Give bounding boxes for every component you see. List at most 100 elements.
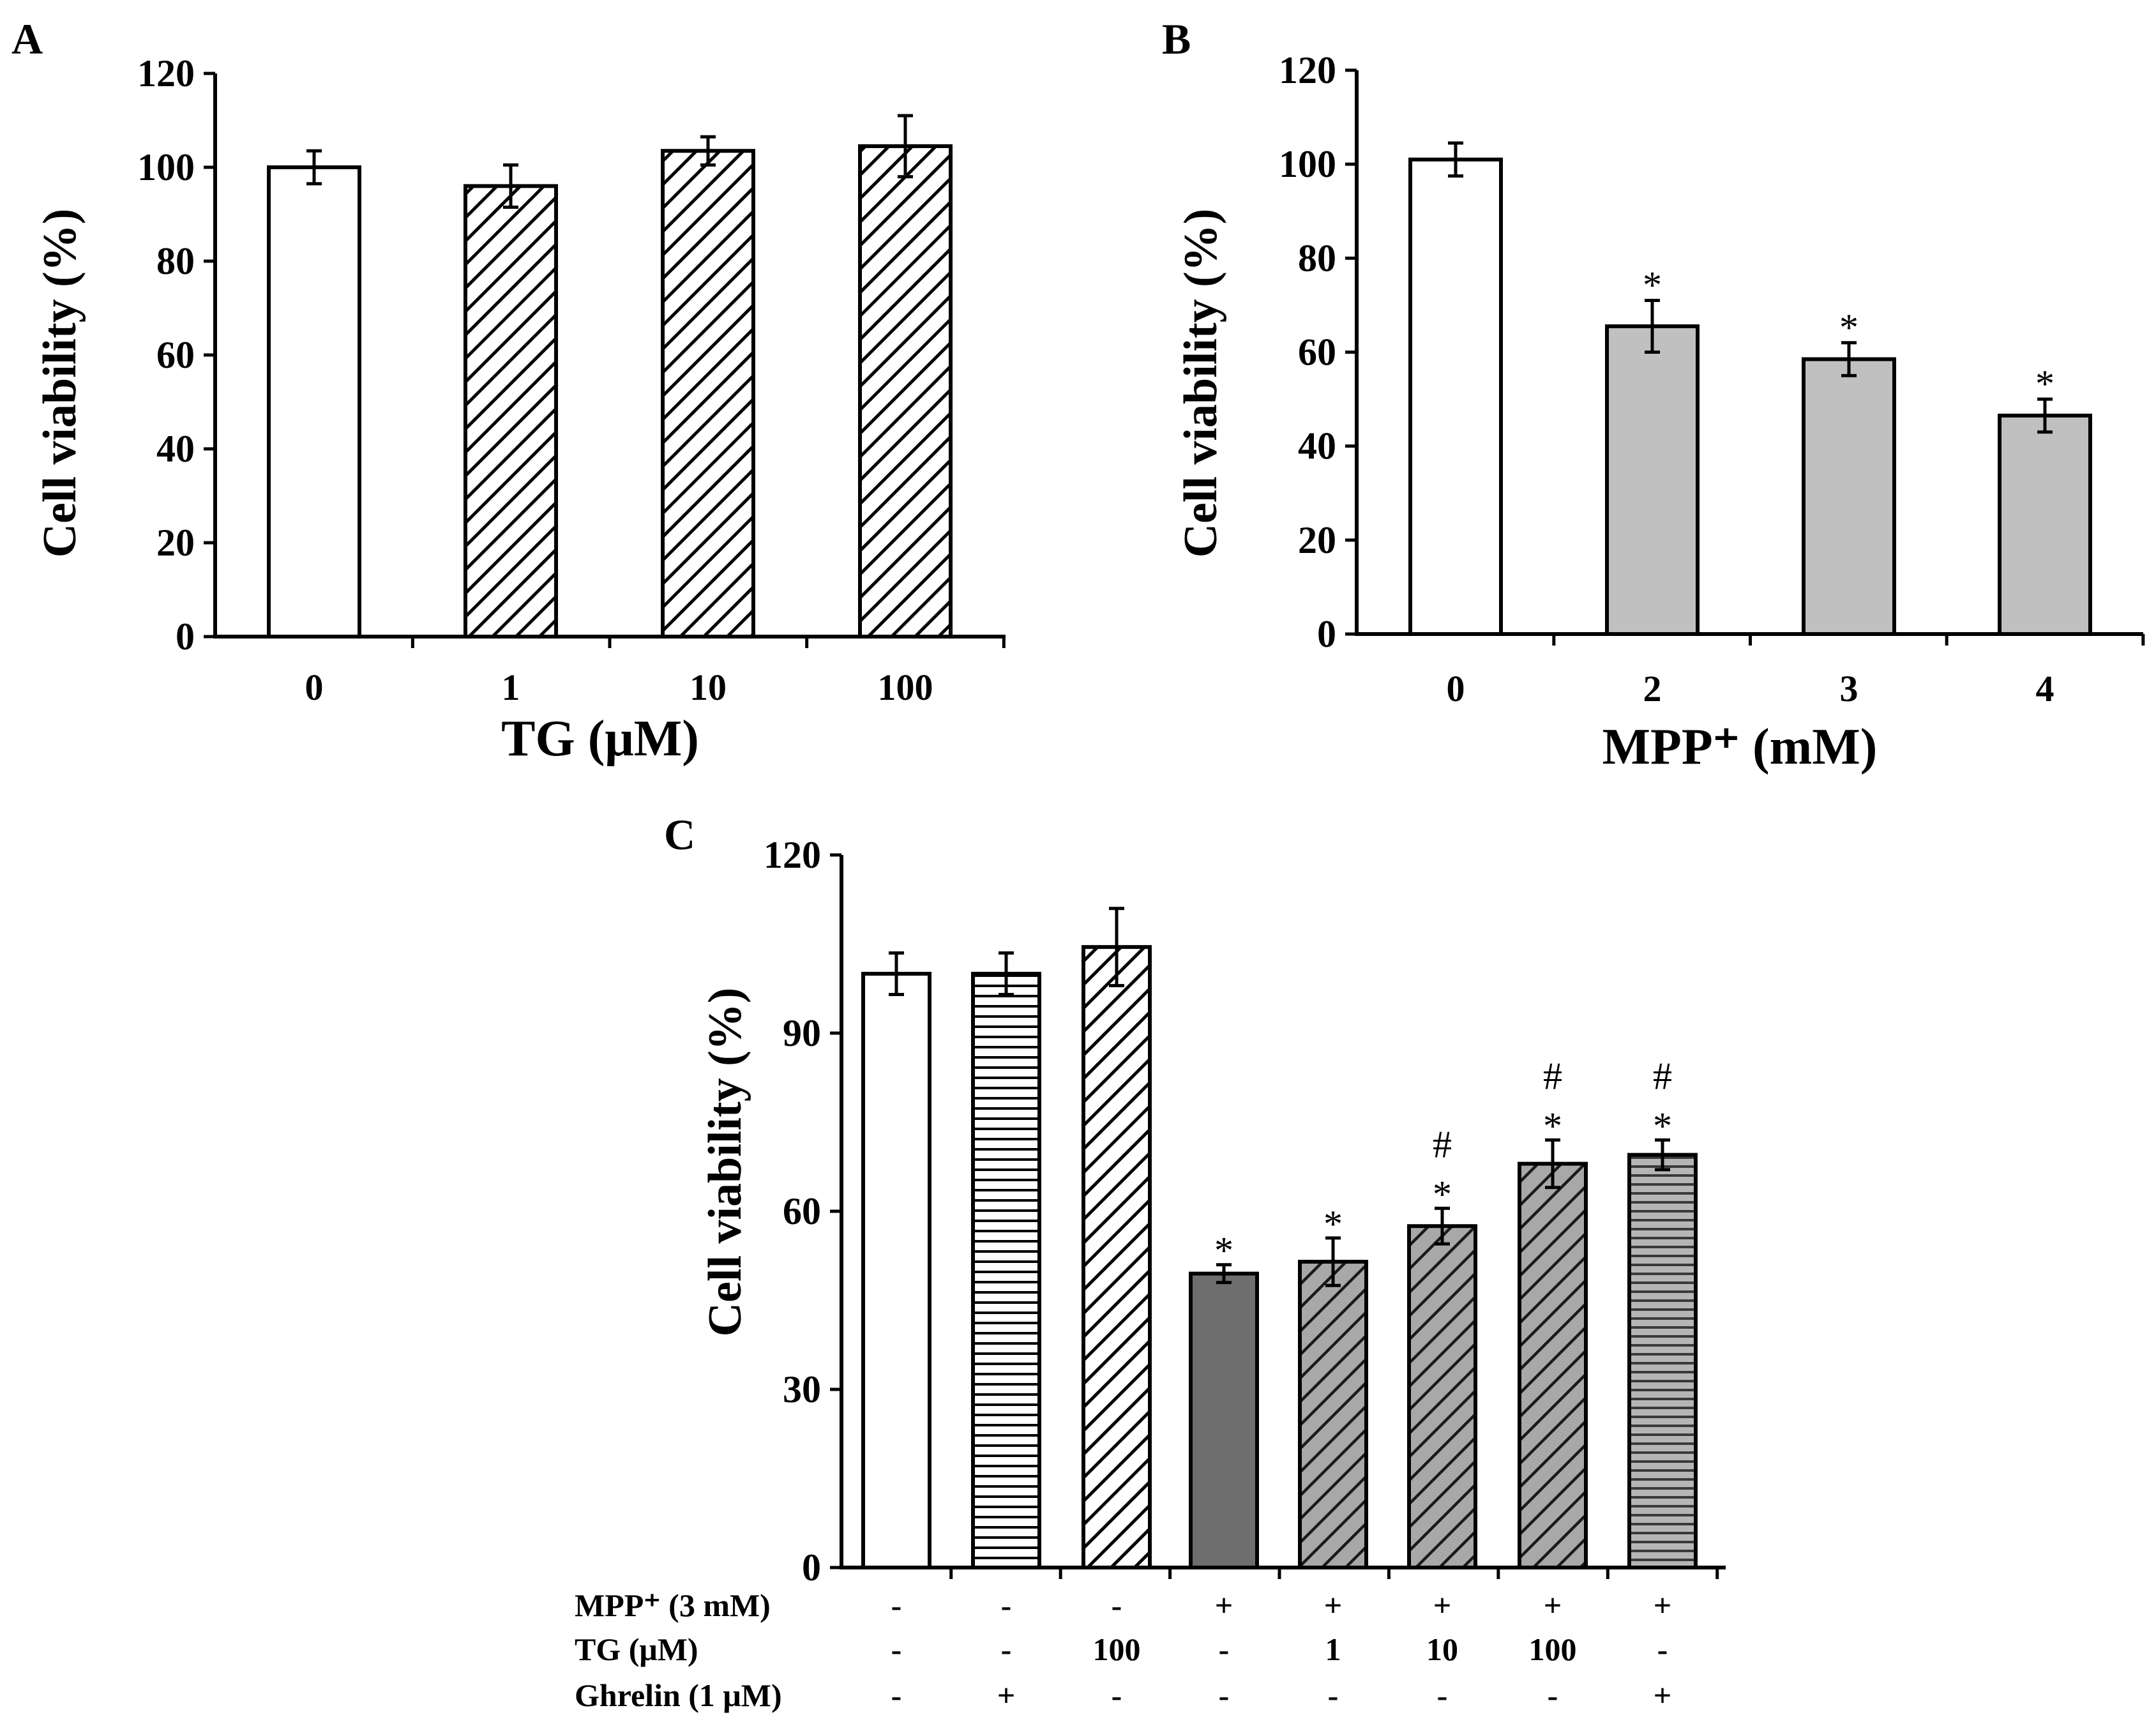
- panel-b-ytick-label: 80: [1298, 237, 1336, 279]
- panel-b-error-bar-1: [1448, 141, 1463, 178]
- condition-cell: 100: [1529, 1631, 1577, 1667]
- panel-b-plot: 0 20 40 60 80 100 120 0 * 2 * 3 * 4: [1279, 49, 2145, 709]
- panel-a-error-bar-3: [700, 135, 716, 167]
- panel-b-ytick-label: 100: [1279, 143, 1336, 185]
- panel-c-condition-table: MPP⁺ (3 mM) - - - + + + + + TG (μM) - - 100 - 1 10 100 - G…: [575, 1587, 1671, 1713]
- panel-a-bar-1: [267, 165, 361, 639]
- panel-a-ylabel: Cell viability (%): [34, 209, 86, 558]
- condition-cell: +: [1544, 1587, 1562, 1623]
- panel-a-xtick-label: 100: [878, 667, 933, 708]
- condition-cell: -: [1328, 1677, 1339, 1713]
- condition-cell: 1: [1325, 1631, 1341, 1667]
- panel-c-bar-4: [1189, 1271, 1259, 1570]
- panel-b: B Cell viability (%) MPP⁺ (mM) 020406080…: [1162, 15, 2145, 775]
- panel-b-significance-marker: *: [1839, 306, 1858, 349]
- panel-c-significance-marker: #: [1653, 1055, 1672, 1097]
- condition-cell: -: [1437, 1677, 1448, 1713]
- panel-c-significance-marker: #: [1433, 1123, 1452, 1165]
- panel-b-xtick-label: 0: [1447, 668, 1465, 709]
- panel-a-ytick-label: 40: [156, 428, 195, 470]
- panel-a-error-bar-2: [503, 163, 518, 209]
- panel-c-ytick-label: 90: [783, 1012, 821, 1054]
- panel-a-plot: 0 20 40 60 80 100 120 0 1 10 100: [137, 52, 1006, 708]
- panel-a-ytick-label: 60: [156, 334, 195, 376]
- condition-row-label: MPP⁺ (3 mM): [575, 1587, 771, 1623]
- condition-cell: 100: [1093, 1631, 1141, 1667]
- panel-c-letter: C: [664, 810, 695, 859]
- panel-a-error-bar-4: [898, 114, 913, 179]
- panel-b-ytick-label: 60: [1298, 331, 1336, 374]
- panel-b-ytick-label: 40: [1298, 425, 1336, 467]
- panel-b-xtick-label: 2: [1643, 668, 1662, 709]
- condition-cell: +: [1654, 1677, 1672, 1713]
- panel-c-significance-marker: #: [1543, 1055, 1562, 1097]
- panel-a-ytick-label: 80: [156, 240, 195, 282]
- panel-c-error-bar-6: [1435, 1206, 1450, 1246]
- panel-a-bar-4: [858, 144, 953, 639]
- panel-a-ytick-label: 20: [156, 522, 195, 564]
- condition-row-label: Ghrelin (1 μM): [575, 1677, 782, 1713]
- condition-cell: -: [1219, 1631, 1230, 1667]
- panel-b-error-bar-2: [1645, 299, 1660, 354]
- panel-c-error-bar-7: [1545, 1138, 1560, 1190]
- panel-a-xlabel: TG (μM): [501, 711, 699, 767]
- panel-b-significance-marker: *: [1643, 264, 1662, 306]
- panel-b-bar-3: [1802, 357, 1896, 636]
- condition-cell: -: [1001, 1631, 1012, 1667]
- panel-b-xtick-label: 4: [2036, 668, 2054, 709]
- panel-c-significance-marker: *: [1433, 1173, 1452, 1215]
- panel-b-xtick-label: 3: [1840, 668, 1858, 709]
- condition-cell: -: [891, 1677, 902, 1713]
- condition-cell: -: [1112, 1587, 1122, 1623]
- panel-c-significance-marker: *: [1214, 1230, 1233, 1272]
- panel-c-bar-6: [1407, 1224, 1477, 1569]
- panel-c-error-bar-3: [1109, 907, 1124, 988]
- panel-a-ytick-label: 120: [137, 52, 195, 94]
- panel-b-error-bar-3: [1841, 341, 1857, 377]
- panel-c-error-bar-2: [999, 951, 1014, 997]
- panel-c-ytick-label: 60: [783, 1190, 821, 1232]
- panel-c-bar-1: [861, 972, 931, 1569]
- panel-c-bar-2: [971, 972, 1041, 1569]
- panel-b-ytick-label: 0: [1317, 613, 1336, 655]
- panel-c-bar-7: [1518, 1161, 1588, 1569]
- condition-cell: -: [1001, 1587, 1012, 1623]
- panel-c-error-bar-5: [1325, 1236, 1341, 1287]
- panel-c-ytick-label: 120: [764, 834, 821, 876]
- panel-c-bar-3: [1082, 945, 1152, 1569]
- panel-c-ytick-label: 0: [802, 1546, 821, 1589]
- panel-b-ytick-label: 20: [1298, 519, 1336, 561]
- panel-c-bar-8: [1627, 1153, 1698, 1569]
- panel-b-ytick-label: 120: [1279, 49, 1336, 91]
- panel-a-bar-3: [661, 149, 755, 639]
- panel-c-error-bar-8: [1655, 1138, 1670, 1172]
- condition-cell: +: [1433, 1587, 1452, 1623]
- panel-a-xtick-label: 0: [305, 667, 324, 708]
- panel-a-ytick-label: 100: [137, 146, 195, 188]
- condition-cell: -: [891, 1587, 902, 1623]
- condition-cell: -: [1548, 1677, 1558, 1713]
- panel-c-error-bar-1: [889, 951, 904, 997]
- panel-c-ylabel: Cell viability (%): [699, 988, 751, 1337]
- condition-row-label: TG (μM): [575, 1631, 698, 1667]
- panel-a-xtick-label: 10: [690, 667, 727, 708]
- panel-a-xtick-label: 1: [502, 667, 520, 708]
- condition-cell: 10: [1426, 1631, 1458, 1667]
- panel-a-bar-2: [464, 184, 558, 639]
- panel-b-error-bar-4: [2037, 397, 2053, 434]
- panel-a-error-bar-1: [306, 149, 322, 186]
- condition-cell: -: [1219, 1677, 1230, 1713]
- panel-c-significance-marker: *: [1653, 1105, 1672, 1147]
- panel-a-ytick-label: 0: [176, 616, 195, 658]
- panel-b-bar-4: [1998, 413, 2092, 637]
- panel-c-error-bar-4: [1216, 1263, 1232, 1285]
- condition-cell: +: [1215, 1587, 1233, 1623]
- panel-b-bar-2: [1605, 324, 1700, 636]
- panel-a: A Cell viability (%) TG (μM) 02040608010…: [11, 15, 1006, 767]
- panel-b-ylabel: Cell viability (%): [1175, 209, 1227, 558]
- panel-a-letter: A: [11, 15, 43, 63]
- condition-cell: +: [1654, 1587, 1672, 1623]
- panel-b-bar-1: [1408, 157, 1503, 636]
- panel-c-significance-marker: *: [1543, 1105, 1562, 1147]
